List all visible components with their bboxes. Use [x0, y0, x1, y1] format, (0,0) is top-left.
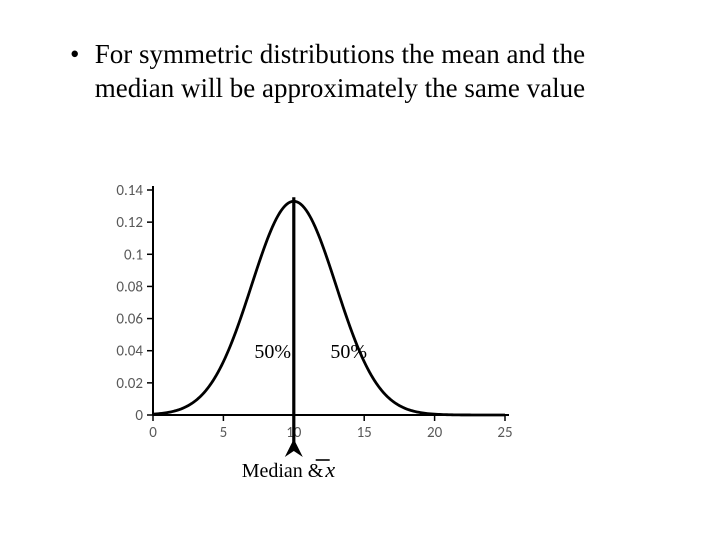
y-tick-label: 0.02: [116, 375, 143, 393]
percent-right-label: 50%: [330, 341, 367, 363]
y-tick-label: 0: [135, 407, 143, 425]
x-tick-label: 0: [149, 424, 157, 442]
x-tick-label: 5: [220, 424, 228, 442]
y-tick-label: 0.12: [116, 214, 143, 232]
y-tick-label: 0.06: [116, 311, 143, 329]
distribution-chart: 00.020.040.060.080.10.120.14051015202550…: [75, 180, 535, 540]
y-tick-label: 0.04: [116, 343, 143, 361]
bullet-marker: •: [70, 38, 88, 72]
bullet-body: For symmetric distributions the mean and…: [95, 38, 615, 106]
y-tick-label: 0.14: [116, 182, 143, 200]
percent-left-label: 50%: [254, 341, 291, 363]
x-tick-label: 20: [427, 424, 443, 442]
y-tick-label: 0.08: [116, 278, 143, 296]
y-tick-label: 0.1: [124, 246, 143, 264]
bullet-paragraph: • For symmetric distributions the mean a…: [70, 38, 630, 106]
gaussian-curve: [153, 201, 505, 415]
x-tick-label: 15: [357, 424, 372, 442]
x-tick-label: 25: [497, 424, 512, 442]
